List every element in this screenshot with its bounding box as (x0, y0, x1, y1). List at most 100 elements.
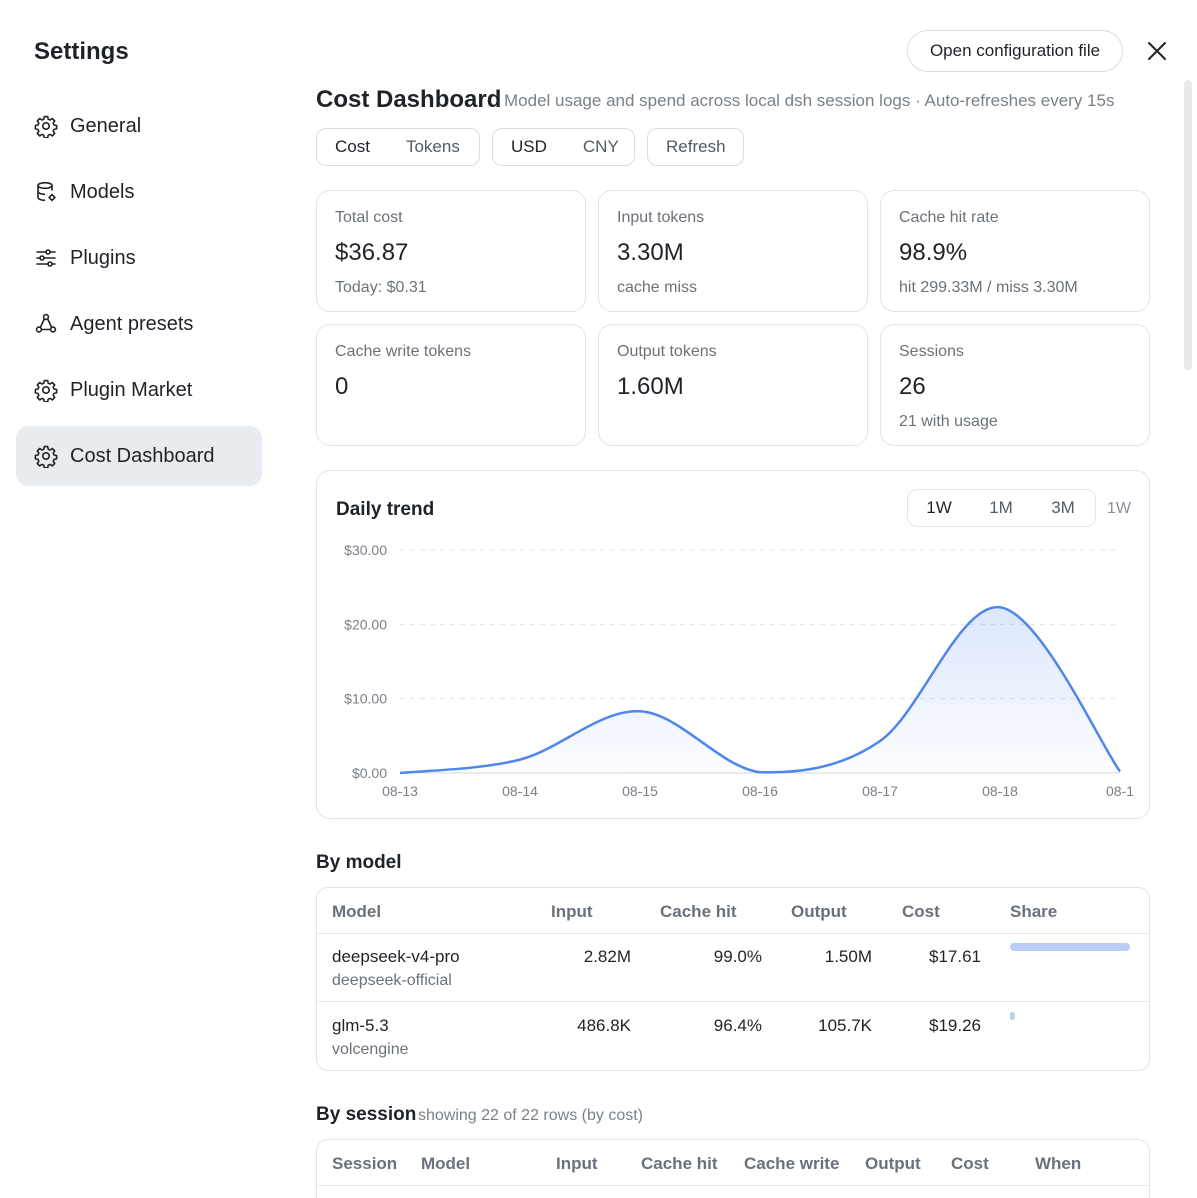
column-header-cost[interactable]: Cost (951, 1154, 989, 1173)
agent-icon (34, 312, 58, 336)
model-cost: $17.61 (929, 947, 981, 966)
metric-toggle: Cost Tokens (316, 128, 480, 166)
sidebar-item-label: General (70, 114, 142, 137)
y-tick-label: $20.00 (344, 616, 387, 632)
model-input: 2.82M (583, 947, 631, 966)
sidebar: Settings General Models Plugins Agent pr… (0, 0, 280, 1198)
model-input: 486.8K (577, 1016, 631, 1035)
column-header-session[interactable]: Session (332, 1154, 398, 1173)
column-header-cache-hit[interactable]: Cache hit (641, 1154, 718, 1173)
card-label: Output tokens (617, 343, 717, 360)
sidebar-item-cost-dashboard[interactable]: Cost Dashboard (16, 426, 262, 486)
sliders-icon (34, 246, 58, 270)
range-toggle: 1W 1M 3M (907, 489, 1096, 527)
range-option-3m[interactable]: 3M (1051, 498, 1075, 517)
share-bar (1010, 1012, 1015, 1020)
sidebar-item-label: Cost Dashboard (70, 444, 215, 467)
sidebar-item-plugin-market[interactable]: Plugin Market (16, 360, 262, 420)
sidebar-item-agent-presets[interactable]: Agent presets (16, 294, 262, 354)
x-tick-label: 08-17 (862, 783, 898, 799)
row-divider (317, 1001, 1149, 1002)
sidebar-item-general[interactable]: General (16, 96, 262, 156)
column-header-output[interactable]: Output (791, 902, 847, 921)
sidebar-item-label: Plugins (70, 246, 136, 269)
refresh-label: Refresh (666, 137, 726, 156)
sidebar-item-label: Agent presets (70, 312, 194, 335)
column-header-cache-write[interactable]: Cache write (744, 1154, 840, 1173)
range-option-1w[interactable]: 1W (926, 498, 952, 517)
model-provider: volcengine (332, 1041, 409, 1058)
card-sub: 21 with usage (899, 413, 998, 430)
gear-icon (34, 378, 58, 402)
model-output: 105.7K (818, 1016, 872, 1035)
daily-trend-chart: $0.00 $10.00 $20.00 $30.00 08-13 08-14 08-15 08… (344, 542, 1134, 799)
card-value: 3.30M (617, 239, 684, 266)
metric-option-tokens[interactable]: Tokens (405, 137, 460, 156)
gear-icon (34, 444, 58, 468)
sidebar-item-models[interactable]: Models (16, 162, 262, 222)
close-icon (1148, 42, 1166, 60)
model-cost: $19.26 (929, 1016, 981, 1035)
model-output: 1.50M (824, 947, 872, 966)
refresh-button[interactable]: Refresh (647, 128, 744, 166)
by-session-table: Session Model Input Cache hit Cache writ… (316, 1139, 1150, 1198)
close-button[interactable] (1144, 38, 1170, 64)
card-value: 0 (335, 373, 349, 400)
x-tick-label: 08-15 (622, 783, 658, 799)
row-divider (317, 933, 1149, 934)
open-configuration-file-button[interactable]: Open configuration file (907, 30, 1123, 72)
currency-option-cny[interactable]: CNY (582, 137, 619, 156)
stat-card-total-cost: Total cost $36.87 Today: $0.31 (316, 190, 586, 312)
sidebar-item-label: Models (70, 180, 135, 203)
sidebar-item-label: Plugin Market (70, 378, 193, 401)
column-header-input[interactable]: Input (551, 902, 593, 921)
column-header-when[interactable]: When (1035, 1154, 1082, 1173)
column-header-share[interactable]: Share (1010, 902, 1058, 921)
by-session-title: By session (316, 1104, 417, 1125)
column-header-cost[interactable]: Cost (902, 902, 940, 921)
card-value: $36.87 (335, 239, 409, 266)
by-session-note: showing 22 of 22 rows (by cost) (418, 1107, 643, 1124)
column-header-output[interactable]: Output (865, 1154, 921, 1173)
trend-line (399, 605, 1122, 775)
card-sub: cache miss (617, 279, 698, 296)
column-header-input[interactable]: Input (556, 1154, 598, 1173)
x-tick-label: 08-1 (1106, 783, 1134, 799)
card-label: Cache hit rate (899, 209, 999, 226)
column-header-cache-hit[interactable]: Cache hit (660, 902, 737, 921)
stat-card-input-tokens: Input tokens 3.30M cache miss (598, 190, 868, 312)
currency-option-usd[interactable]: USD (511, 137, 547, 156)
gear-icon (34, 114, 58, 138)
by-model-table: Model Input Cache hit Output Cost Share … (316, 887, 1150, 1071)
metric-option-cost[interactable]: Cost (335, 137, 370, 156)
model-cache-hit: 96.4% (713, 1016, 762, 1035)
card-value: 26 (899, 373, 926, 400)
stat-card-cache-write-tokens: Cache write tokens 0 (316, 324, 586, 446)
row-divider (317, 1185, 1149, 1186)
y-tick-label: $0.00 (352, 765, 387, 781)
x-tick-label: 08-14 (502, 783, 538, 799)
column-header-model[interactable]: Model (332, 902, 382, 921)
database-icon (34, 180, 58, 204)
share-bar (1010, 943, 1130, 951)
model-name: glm-5.3 (332, 1016, 389, 1035)
x-tick-label: 08-16 (742, 783, 778, 799)
sidebar-item-plugins[interactable]: Plugins (16, 228, 262, 288)
card-label: Sessions (899, 343, 964, 360)
x-tick-label: 08-18 (982, 783, 1018, 799)
range-option-1m[interactable]: 1M (989, 498, 1013, 517)
card-label: Input tokens (617, 209, 705, 226)
daily-trend-card: Daily trend 1W 1M 3M 1W $0.00 $10.00 $20.0… (316, 470, 1150, 819)
model-provider: deepseek-official (332, 972, 452, 989)
y-tick-label: $10.00 (344, 691, 387, 707)
sidebar-title: Settings (34, 38, 129, 65)
scrollbar-thumb[interactable] (1184, 80, 1192, 370)
by-model-title: By model (316, 852, 402, 873)
column-header-model[interactable]: Model (421, 1154, 471, 1173)
trend-area (400, 607, 1120, 773)
stat-card-cache-hit-rate: Cache hit rate 98.9% hit 299.33M / miss … (880, 190, 1150, 312)
card-sub: Today: $0.31 (335, 279, 427, 296)
y-tick-label: $30.00 (344, 542, 387, 558)
model-name: deepseek-v4-pro (332, 947, 460, 966)
